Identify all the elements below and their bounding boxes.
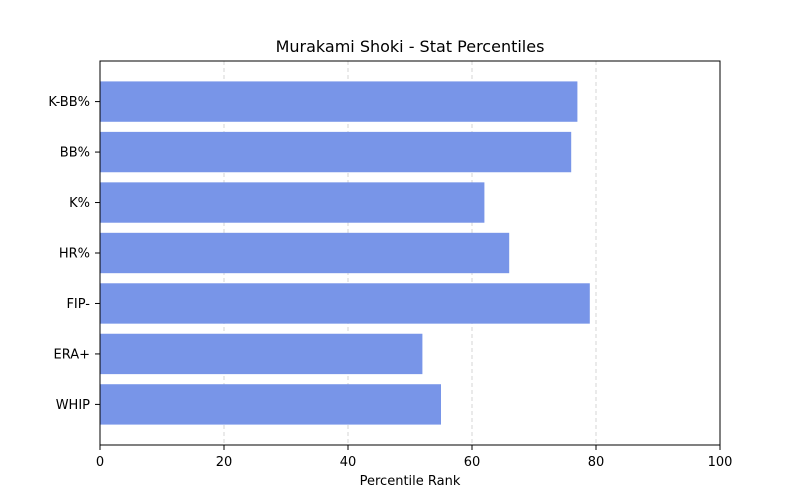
y-axis: K-BB% BB% K% HR% FIP- ERA+ WHIP [48, 95, 100, 413]
y-tick-label: BB% [60, 146, 90, 161]
bars [100, 81, 590, 425]
y-tick-label: HR% [59, 247, 90, 262]
y-tick-label: K% [69, 196, 90, 211]
y-tick-label: WHIP [56, 398, 90, 413]
bar-whip [100, 384, 441, 425]
x-tick-label: 40 [340, 455, 357, 470]
x-tick-label: 100 [708, 455, 733, 470]
bar-hr [100, 232, 510, 274]
x-tick-label: 0 [96, 455, 104, 470]
bar-fip [100, 283, 590, 324]
x-axis: 0 20 40 60 80 100 [96, 445, 733, 470]
y-tick-label: FIP- [66, 297, 90, 312]
x-tick-label: 20 [216, 455, 233, 470]
bar-era [100, 333, 423, 375]
chart-title: Murakami Shoki - Stat Percentiles [276, 37, 545, 56]
y-tick-label: ERA+ [53, 347, 90, 362]
x-tick-label: 60 [464, 455, 481, 470]
bar-bb [100, 131, 572, 173]
x-axis-title: Percentile Rank [360, 474, 461, 489]
bar-k [100, 182, 485, 223]
x-tick-label: 80 [588, 455, 605, 470]
bar-k-bb [100, 81, 578, 122]
y-tick-label: K-BB% [48, 95, 90, 110]
